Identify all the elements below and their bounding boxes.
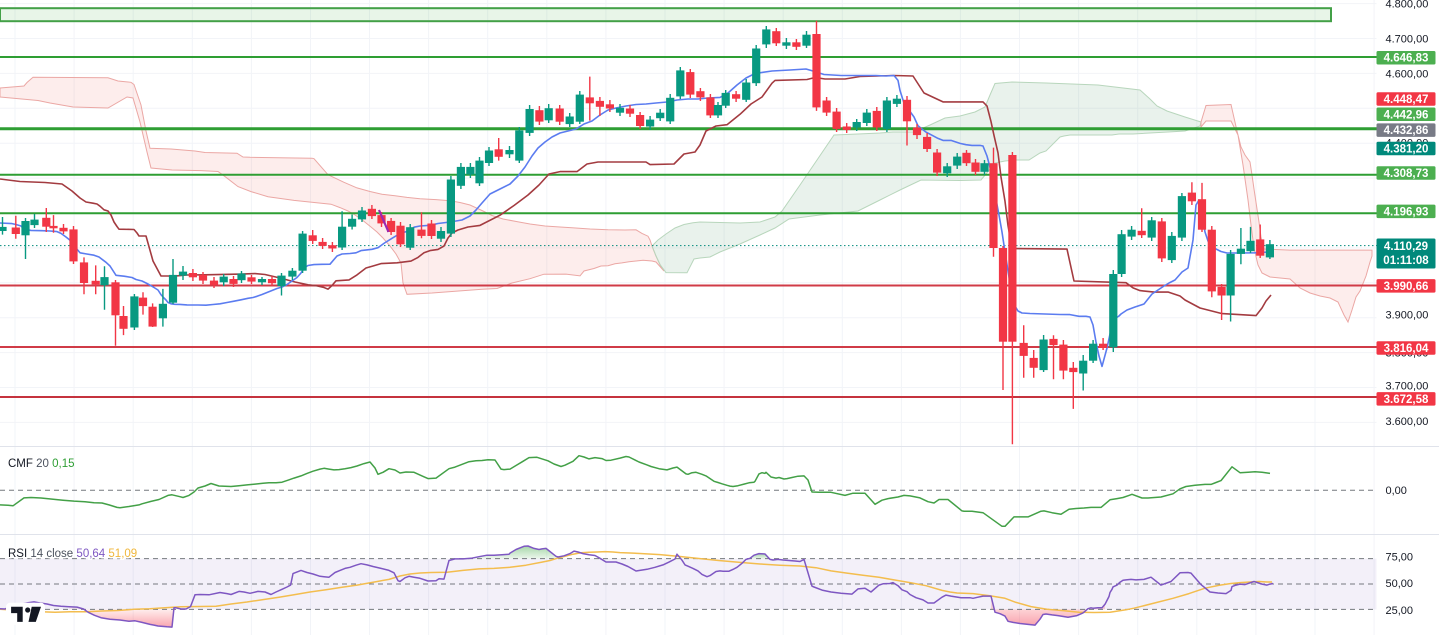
svg-text:4.442,96: 4.442,96 (1384, 109, 1429, 121)
svg-text:4.800,00: 4.800,00 (1386, 0, 1429, 11)
svg-text:RSI 14 close 50,64 51,09: RSI 14 close 50,64 51,09 (8, 548, 137, 560)
svg-text:50,00: 50,00 (1386, 578, 1414, 590)
svg-text:3.990,66: 3.990,66 (1384, 281, 1429, 293)
svg-text:3.900,00: 3.900,00 (1386, 310, 1429, 322)
svg-text:0,00: 0,00 (1386, 485, 1407, 497)
svg-text:4.646,83: 4.646,83 (1384, 53, 1429, 65)
svg-text:4.381,20: 4.381,20 (1384, 144, 1429, 156)
svg-text:3.816,04: 3.816,04 (1384, 343, 1429, 355)
svg-text:3.600,00: 3.600,00 (1386, 416, 1429, 428)
svg-text:CMF 20 0,15: CMF 20 0,15 (8, 458, 75, 470)
svg-text:4.432,86: 4.432,86 (1384, 125, 1429, 137)
svg-text:4.110,29: 4.110,29 (1384, 241, 1428, 253)
svg-text:01:11:08: 01:11:08 (1383, 255, 1429, 267)
svg-text:4.600,00: 4.600,00 (1386, 68, 1429, 80)
svg-text:4.700,00: 4.700,00 (1386, 34, 1429, 46)
svg-text:4.448,47: 4.448,47 (1384, 94, 1429, 106)
svg-text:75,00: 75,00 (1386, 552, 1414, 564)
svg-text:3.672,58: 3.672,58 (1384, 394, 1429, 406)
svg-text:4.308,73: 4.308,73 (1384, 168, 1429, 180)
svg-text:4.196,93: 4.196,93 (1384, 206, 1429, 218)
svg-text:3.700,00: 3.700,00 (1386, 381, 1429, 393)
svg-text:25,00: 25,00 (1386, 605, 1414, 617)
